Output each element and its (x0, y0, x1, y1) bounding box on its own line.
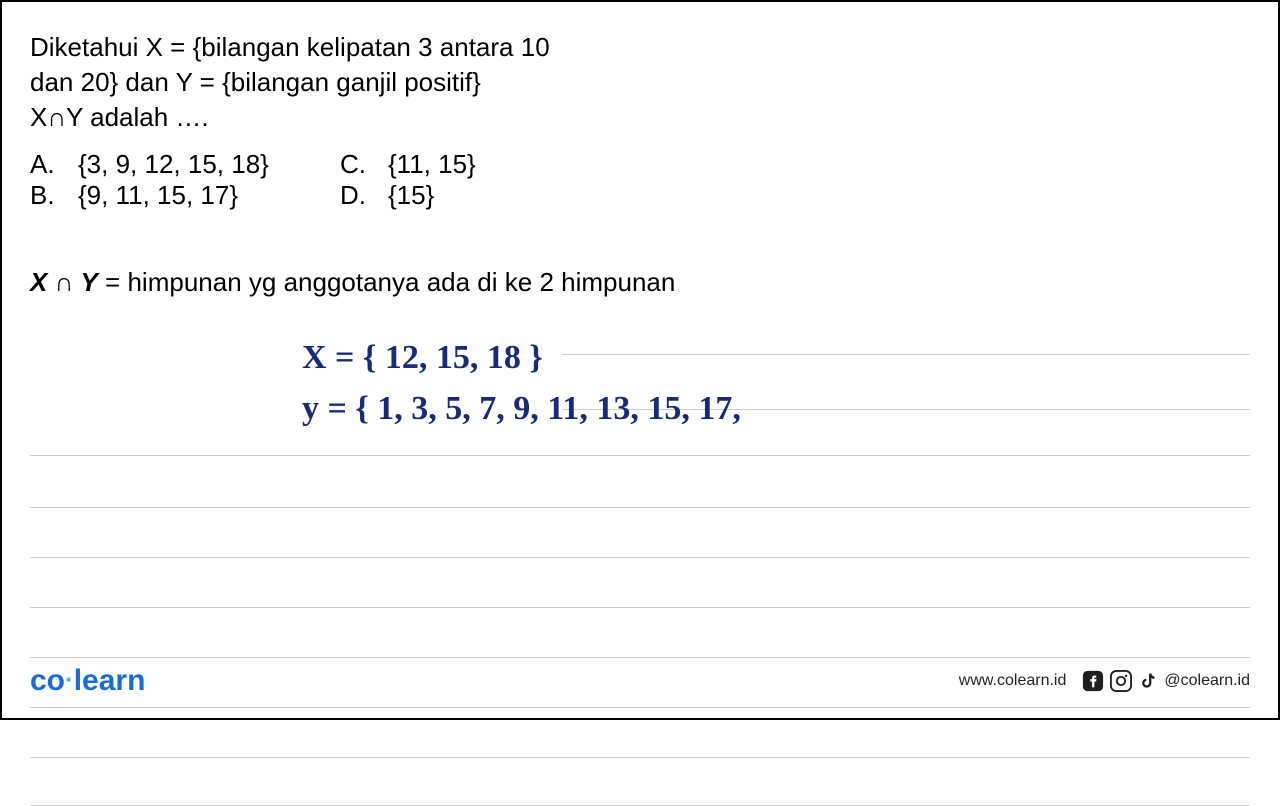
question-line-3-suffix: Y adalah …. (66, 102, 209, 132)
question-line-1: Diketahui X = {bilangan kelipatan 3 anta… (30, 32, 550, 62)
explain-x: X (30, 267, 47, 297)
rule-line (30, 607, 1250, 608)
logo-co: co (30, 664, 65, 697)
explain-cap: ∩ (47, 267, 80, 297)
explanation-row: X ∩ Y = himpunan yg anggotanya ada di ke… (30, 241, 1250, 310)
logo-learn: learn (74, 664, 146, 697)
social-handle: @colearn.id (1164, 672, 1250, 690)
explain-y: Y (80, 267, 97, 297)
option-a: A. {3, 9, 12, 15, 18} (30, 149, 340, 180)
question-line-3-prefix: X (30, 102, 47, 132)
handwriting-line-2: y = { 1, 3, 5, 7, 9, 11, 13, 15, 17, (302, 383, 741, 434)
social-icons: @colearn.id (1082, 670, 1250, 692)
colearn-logo: co·learn (30, 664, 145, 698)
rule-line (30, 657, 1250, 658)
instagram-icon (1110, 670, 1132, 692)
rule-line (30, 707, 1250, 708)
footer-right: www.colearn.id @colearn.id (959, 670, 1250, 692)
option-a-text: {3, 9, 12, 15, 18} (78, 149, 269, 180)
intersection-symbol: ∩ (47, 102, 66, 132)
explanation-text: X ∩ Y = himpunan yg anggotanya ada di ke… (30, 267, 1250, 310)
question-line-2: dan 20} dan Y = {bilangan ganjil positif… (30, 67, 481, 97)
handwriting-line-1: X = { 12, 15, 18 } (302, 332, 741, 383)
option-c: C. {11, 15} (340, 149, 650, 180)
tiktok-icon (1138, 670, 1158, 692)
rule-line (30, 557, 1250, 558)
handwritten-work: X = { 12, 15, 18 } y = { 1, 3, 5, 7, 9, … (302, 332, 741, 434)
facebook-icon (1082, 670, 1104, 692)
website-url: www.colearn.id (959, 672, 1067, 690)
option-a-label: A. (30, 149, 58, 180)
rule-line (30, 507, 1250, 508)
explain-eq: = (98, 267, 128, 297)
option-c-label: C. (340, 149, 368, 180)
rule-line (30, 757, 1250, 758)
logo-dot: · (65, 664, 74, 694)
page-container: Diketahui X = {bilangan kelipatan 3 anta… (0, 0, 1280, 720)
explain-body: himpunan yg anggotanya ada di ke 2 himpu… (127, 267, 675, 297)
rule-line (30, 455, 1250, 456)
footer: co·learn www.colearn.id @colearn.id (30, 664, 1250, 698)
question-text: Diketahui X = {bilangan kelipatan 3 anta… (30, 30, 1250, 135)
option-c-text: {11, 15} (388, 149, 476, 180)
